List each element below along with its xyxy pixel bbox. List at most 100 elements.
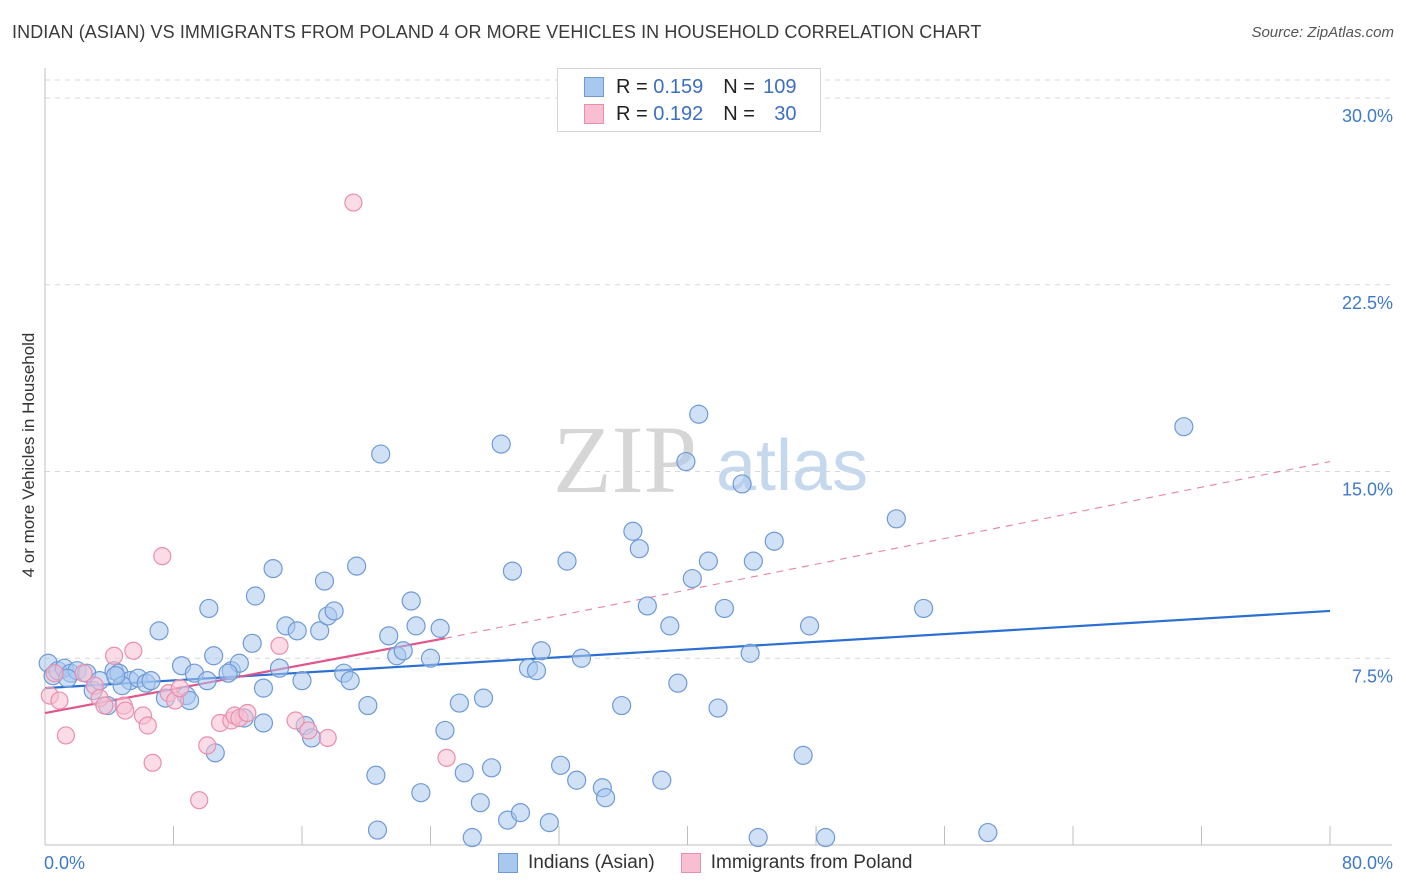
data-point-indians [567, 770, 587, 790]
grid-lines [45, 79, 1392, 659]
r-value: 0.159 [653, 75, 704, 98]
data-point-poland [190, 791, 209, 810]
legend-swatch-pink [680, 853, 701, 873]
data-point-indians [358, 695, 378, 716]
data-point-indians [435, 720, 455, 741]
data-point-indians [269, 658, 290, 678]
data-point-indians [420, 648, 441, 668]
data-point-indians [708, 698, 728, 718]
data-point-indians [347, 556, 367, 576]
y-tick-label: 30.0% [1342, 106, 1393, 126]
data-point-indians [799, 616, 820, 636]
legend-item-indians[interactable]: Indians (Asian) [498, 852, 655, 874]
data-point-indians [411, 783, 431, 803]
data-point-indians [242, 633, 262, 653]
data-point-indians [430, 618, 450, 638]
data-point-poland [45, 664, 64, 683]
data-point-indians [401, 591, 421, 611]
data-point-indians [462, 827, 482, 848]
data-point-indians [367, 820, 388, 840]
x-tick-label-max: 80.0% [1342, 853, 1393, 873]
data-point-indians [218, 663, 238, 683]
data-point-indians [287, 621, 307, 641]
axes [44, 68, 1392, 846]
data-point-indians [539, 812, 559, 833]
tick-labels: 7.5% 15.0% 22.5% 30.0% 0.0% 80.0% [44, 106, 1393, 873]
x-tick-label-min: 0.0% [44, 853, 85, 873]
data-point-indians [379, 626, 399, 646]
data-point-indians [340, 671, 360, 691]
data-point-indians [595, 788, 616, 808]
r-value: 0.192 [653, 102, 704, 125]
data-point-poland [124, 641, 143, 660]
n-value: 30 [774, 102, 797, 125]
data-point-indians [816, 827, 836, 848]
stats-row-indians: R = 0.159 N = 109 [584, 74, 797, 100]
data-point-indians [764, 531, 784, 551]
stats-row-poland: R = 0.192 N = 30 [584, 101, 797, 127]
n-value: 109 [763, 75, 797, 98]
legend-label-indians: Indians (Asian) [528, 852, 655, 873]
data-point-poland [238, 703, 257, 723]
data-point-indians [748, 827, 768, 848]
data-point-indians [629, 539, 649, 559]
data-point-indians [491, 434, 511, 454]
data-point-poland [104, 646, 124, 665]
series-legend: Indians (Asian) Immigrants from Poland [498, 852, 938, 874]
data-point-indians [551, 755, 571, 775]
data-point-indians [510, 803, 531, 823]
data-point-indians [449, 693, 470, 713]
data-point-indians [481, 758, 502, 778]
data-point-poland [138, 716, 157, 735]
data-point-indians [454, 763, 474, 783]
y-tick-label: 22.5% [1342, 293, 1393, 313]
data-point-indians [473, 688, 494, 708]
data-point-indians [253, 713, 274, 733]
data-point-indians [676, 451, 696, 472]
y-tick-label: 15.0% [1342, 480, 1393, 500]
n-label: N = [723, 75, 761, 98]
legend-swatch-blue [498, 853, 518, 873]
data-point-indians [310, 621, 330, 641]
data-point-indians [914, 598, 934, 619]
data-point-indians [204, 646, 224, 666]
data-point-poland [318, 728, 337, 748]
watermark: ZIP atlas [553, 406, 868, 513]
data-point-poland [198, 736, 217, 755]
data-point-indians [292, 671, 312, 691]
data-point-poland [270, 636, 289, 655]
legend-item-poland[interactable]: Immigrants from Poland [680, 852, 913, 874]
data-point-indians [689, 404, 709, 424]
legend-swatch-blue [584, 77, 604, 97]
r-label: R = [616, 102, 654, 125]
data-point-poland [286, 711, 305, 730]
y-axis-label: 4 or more Vehicles in Household [19, 333, 38, 578]
data-point-indians [557, 551, 577, 571]
data-point-poland [437, 748, 456, 767]
data-point-indians [571, 648, 592, 668]
legend-swatch-pink [584, 104, 604, 124]
data-point-indians [253, 678, 274, 698]
data-point-indians [886, 509, 906, 529]
data-point-indians [406, 616, 426, 636]
data-point-indians [141, 671, 161, 691]
data-point-indians [197, 671, 217, 691]
data-point-indians [698, 551, 718, 571]
data-point-poland [344, 193, 363, 212]
data-point-indians [793, 745, 813, 765]
data-point-poland [153, 547, 172, 566]
data-point-poland [56, 726, 75, 745]
data-point-indians [470, 793, 490, 813]
data-point-indians [652, 770, 672, 790]
data-point-poland [74, 664, 93, 683]
n-label: N = [723, 102, 761, 125]
data-point-indians [743, 551, 763, 571]
legend-label-poland: Immigrants from Poland [710, 852, 913, 873]
data-point-poland [95, 696, 114, 715]
trend-line-indians [44, 609, 1331, 690]
data-point-poland [116, 701, 135, 720]
data-point-indians [668, 673, 688, 693]
data-point-indians [682, 568, 702, 589]
data-point-indians [149, 621, 169, 641]
data-point-indians [1174, 417, 1194, 437]
